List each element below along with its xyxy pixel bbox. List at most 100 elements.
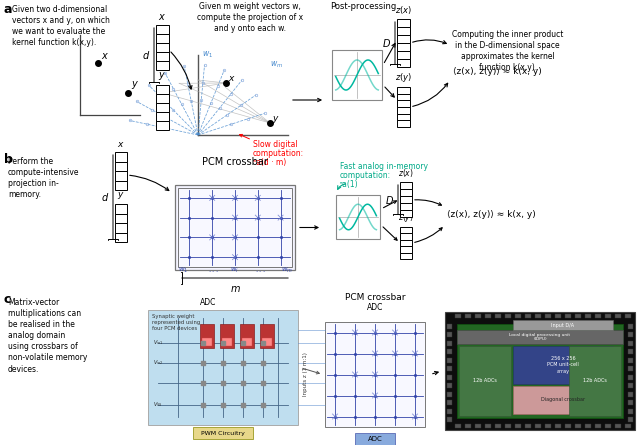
Bar: [565, 314, 571, 318]
Bar: [485, 314, 491, 318]
Bar: [400, 246, 412, 253]
Bar: [628, 340, 633, 345]
Bar: [565, 424, 571, 428]
Bar: [628, 357, 633, 363]
Bar: [156, 112, 169, 121]
Bar: [115, 214, 127, 223]
Text: Slow digital: Slow digital: [253, 140, 298, 149]
Bar: [455, 314, 461, 318]
Bar: [400, 253, 412, 259]
Bar: [465, 424, 471, 428]
Bar: [400, 227, 412, 233]
Bar: [400, 196, 412, 203]
Bar: [400, 210, 412, 217]
Bar: [355, 433, 395, 445]
Bar: [545, 424, 551, 428]
Bar: [513, 320, 613, 330]
Bar: [115, 204, 127, 214]
Text: PCM crossbar: PCM crossbar: [202, 157, 268, 167]
Text: $y$: $y$: [117, 190, 125, 201]
Bar: [515, 424, 521, 428]
Bar: [156, 121, 169, 130]
Bar: [397, 43, 410, 51]
Text: $V_{SS}$: $V_{SS}$: [153, 400, 163, 409]
Bar: [513, 346, 613, 384]
Bar: [505, 424, 511, 428]
Text: $z(y)$: $z(y)$: [395, 71, 412, 84]
Bar: [400, 240, 412, 246]
Bar: [555, 314, 561, 318]
Bar: [628, 383, 633, 388]
Bar: [156, 85, 169, 94]
Bar: [628, 366, 633, 371]
Bar: [447, 375, 452, 380]
Bar: [457, 324, 623, 418]
Bar: [515, 314, 521, 318]
Bar: [447, 340, 452, 345]
Bar: [495, 314, 501, 318]
Bar: [447, 392, 452, 396]
Bar: [447, 324, 452, 328]
Bar: [202, 338, 212, 346]
Bar: [115, 162, 127, 171]
Bar: [595, 424, 601, 428]
Text: $y$: $y$: [131, 79, 139, 91]
Bar: [495, 424, 501, 428]
Text: Diagonal crossbar: Diagonal crossbar: [541, 397, 585, 402]
Bar: [625, 314, 631, 318]
Bar: [628, 417, 633, 422]
Bar: [397, 100, 410, 107]
Bar: [397, 120, 410, 127]
Bar: [535, 424, 541, 428]
Text: Input D/A: Input D/A: [552, 323, 575, 328]
Bar: [242, 338, 252, 346]
Text: $z(x)$: $z(x)$: [398, 167, 414, 179]
Bar: [115, 223, 127, 232]
Text: ADC: ADC: [200, 298, 216, 307]
Text: ⟨z(x), z(y)⟩ ≈ k(x, y): ⟨z(x), z(y)⟩ ≈ k(x, y): [453, 67, 541, 76]
Bar: [200, 324, 214, 348]
Text: computation:: computation:: [253, 149, 304, 158]
Text: Inputs z (1 m:1): Inputs z (1 m:1): [303, 352, 307, 396]
Text: Given two d-dimensional
vectors x and y, on which
we want to evaluate the
kernel: Given two d-dimensional vectors x and y,…: [12, 5, 110, 47]
Text: $x$: $x$: [101, 51, 109, 61]
Text: ADC: ADC: [367, 436, 382, 442]
Bar: [115, 171, 127, 181]
Text: $w_m$: $w_m$: [270, 60, 283, 70]
Bar: [400, 203, 412, 210]
Text: $w_1$: $w_1$: [178, 266, 188, 275]
Text: PWM Circuitry: PWM Circuitry: [201, 430, 245, 436]
Bar: [505, 314, 511, 318]
Text: PCM crossbar: PCM crossbar: [345, 293, 405, 302]
Bar: [262, 338, 272, 346]
Text: $x$: $x$: [228, 74, 236, 83]
Bar: [555, 424, 561, 428]
Bar: [397, 27, 410, 35]
Bar: [220, 324, 234, 348]
Text: Matrix-vector
multiplications can
be realised in the
analog domain
using crossba: Matrix-vector multiplications can be rea…: [8, 298, 88, 374]
Bar: [397, 87, 410, 93]
Bar: [260, 324, 274, 348]
Text: $D$: $D$: [385, 194, 394, 206]
Bar: [325, 322, 425, 427]
Bar: [148, 310, 298, 425]
Bar: [628, 400, 633, 405]
Text: ᵊa(1): ᵊa(1): [340, 180, 358, 189]
Bar: [628, 375, 633, 380]
Text: $w_1$: $w_1$: [202, 50, 213, 61]
Bar: [455, 424, 461, 428]
Text: c: c: [4, 293, 12, 306]
Bar: [615, 424, 621, 428]
Bar: [628, 332, 633, 337]
Text: $x$: $x$: [117, 140, 125, 149]
Text: $w_i$: $w_i$: [230, 266, 239, 275]
Text: Fast analog in-memory: Fast analog in-memory: [340, 162, 428, 171]
Text: $d$: $d$: [142, 49, 150, 61]
Bar: [397, 107, 410, 113]
Text: $y$: $y$: [159, 70, 166, 82]
Text: 12b ADCs: 12b ADCs: [583, 379, 607, 384]
Bar: [397, 51, 410, 59]
Bar: [595, 314, 601, 318]
Bar: [525, 424, 531, 428]
Bar: [175, 185, 295, 270]
